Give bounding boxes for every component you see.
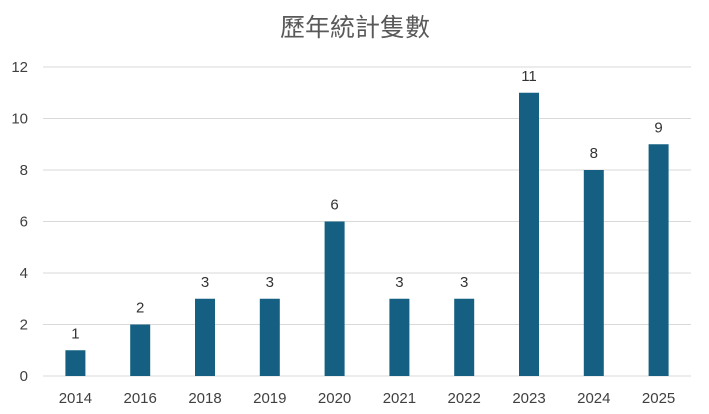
y-axis-ticks: 0 2 4 6 8 10 12 [11, 59, 28, 385]
data-label: 3 [395, 274, 403, 291]
data-label: 6 [330, 197, 338, 214]
data-label: 2 [136, 300, 144, 317]
x-tick-label: 2022 [448, 390, 481, 407]
bar [324, 221, 345, 376]
x-tick-label: 2024 [577, 390, 610, 407]
x-tick-label: 2021 [383, 390, 416, 407]
gridlines [43, 66, 691, 377]
y-tick-label: 0 [20, 368, 28, 385]
bar [454, 298, 475, 376]
y-tick-label: 4 [20, 265, 28, 282]
x-tick-label: 2020 [318, 390, 351, 407]
bar [583, 170, 604, 376]
x-axis-ticks: 2014 2016 2018 2019 2020 2021 2022 2023 2024 2025 [59, 390, 676, 407]
x-tick-label: 2014 [59, 390, 92, 407]
bar [65, 350, 86, 376]
data-label: 3 [201, 274, 209, 291]
data-label: 9 [654, 119, 662, 136]
x-tick-label: 2016 [124, 390, 157, 407]
x-tick-label: 2025 [642, 390, 675, 407]
bar [259, 298, 280, 376]
y-tick-label: 6 [20, 214, 28, 231]
y-tick-label: 8 [20, 162, 28, 179]
y-tick-label: 10 [11, 111, 28, 128]
data-label: 8 [590, 145, 598, 162]
bars [65, 92, 669, 376]
y-tick-label: 2 [20, 317, 28, 334]
bar [648, 144, 669, 376]
x-tick-label: 2023 [512, 390, 545, 407]
data-label: 3 [460, 274, 468, 291]
bar [130, 324, 151, 376]
data-label: 3 [266, 274, 274, 291]
data-label: 11 [521, 68, 537, 85]
data-labels: 1 2 3 3 6 3 3 11 8 9 [71, 68, 663, 343]
chart-title: 歷年統計隻數 [280, 13, 430, 42]
y-tick-label: 12 [11, 59, 28, 76]
x-tick-label: 2019 [253, 390, 286, 407]
bar [195, 298, 215, 376]
bar [519, 92, 539, 376]
bar [389, 298, 410, 376]
data-label: 1 [71, 325, 79, 342]
x-tick-label: 2018 [188, 390, 221, 407]
